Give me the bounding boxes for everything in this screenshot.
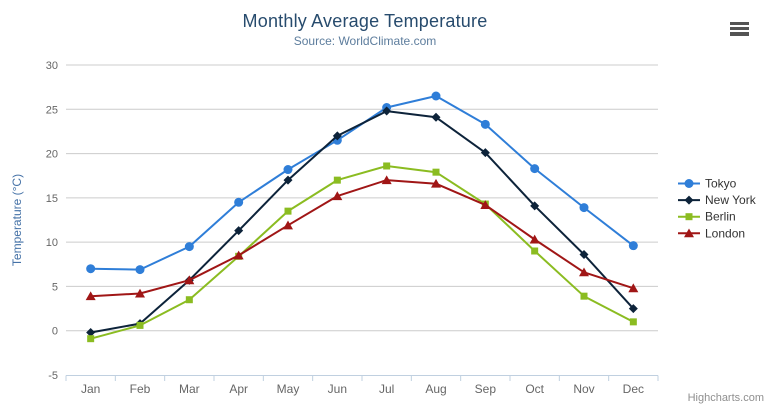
x-axis-label-may: May <box>277 382 300 396</box>
credits-link[interactable]: Highcharts.com <box>687 392 764 404</box>
point-berlin-dec[interactable] <box>629 318 637 326</box>
legend-marker-square-icon <box>685 213 693 221</box>
series-line-new-york <box>89 110 635 334</box>
point-new-york-may[interactable] <box>283 175 293 185</box>
x-axis-label-jul: Jul <box>379 382 394 396</box>
point-london-sep[interactable] <box>480 200 491 209</box>
point-berlin-jun[interactable] <box>333 176 341 184</box>
point-london-feb[interactable] <box>135 288 145 298</box>
point-london-apr[interactable] <box>233 250 244 260</box>
point-tokyo-apr[interactable] <box>234 197 244 207</box>
point-berlin-may[interactable] <box>284 207 292 215</box>
point-london-jan[interactable] <box>85 291 96 301</box>
point-tokyo-aug[interactable] <box>431 91 441 101</box>
point-tokyo-sep[interactable] <box>480 119 490 129</box>
series-line-london <box>89 179 635 298</box>
legend-item-berlin[interactable]: Berlin <box>678 210 736 224</box>
x-axis-label-jan: Jan <box>81 382 100 396</box>
legend-label: Berlin <box>705 210 736 224</box>
point-new-york-jan[interactable] <box>86 327 96 337</box>
point-london-mar[interactable] <box>184 275 195 285</box>
point-new-york-dec[interactable] <box>628 304 638 314</box>
point-berlin-feb[interactable] <box>136 321 144 329</box>
point-new-york-jul[interactable] <box>382 106 392 116</box>
point-london-jun[interactable] <box>332 191 343 201</box>
x-axis-label-oct: Oct <box>525 382 544 396</box>
x-axis-label-dec: Dec <box>623 382 644 396</box>
point-london-may[interactable] <box>283 220 293 230</box>
y-axis-label-0: 0 <box>52 326 58 338</box>
context-menu-button[interactable] <box>728 19 752 38</box>
y-axis-label-10: 10 <box>46 237 58 249</box>
y-axis-label-15: 15 <box>46 193 58 205</box>
point-new-york-jun[interactable] <box>332 131 342 141</box>
legend-marker-triangle-icon <box>684 228 694 238</box>
x-axis-label-sep: Sep <box>475 382 497 396</box>
hamburger-icon <box>730 21 749 36</box>
point-tokyo-mar[interactable] <box>184 242 194 252</box>
point-berlin-mar[interactable] <box>185 296 193 304</box>
point-london-jul[interactable] <box>381 175 392 185</box>
point-new-york-nov[interactable] <box>579 250 589 260</box>
chart-title: Monthly Average Temperature <box>242 11 488 31</box>
legend-item-new-york[interactable]: New York <box>678 193 757 207</box>
series-tokyo <box>86 91 638 275</box>
x-axis-label-aug: Aug <box>425 382 446 396</box>
y-axis-label-25: 25 <box>46 104 58 116</box>
point-new-york-apr[interactable] <box>234 226 244 236</box>
series-line-tokyo <box>89 95 635 271</box>
legend-label: Tokyo <box>705 177 737 191</box>
chart-subtitle: Source: WorldClimate.com <box>293 34 437 48</box>
point-london-nov[interactable] <box>579 267 589 277</box>
series-new-york <box>86 106 638 337</box>
legend-marker-circle-icon <box>684 179 694 188</box>
y-axis-label-30: 30 <box>46 60 58 72</box>
point-london-oct[interactable] <box>529 234 540 244</box>
x-axis-label-feb: Feb <box>130 382 151 396</box>
legend-item-london[interactable]: London <box>678 226 745 240</box>
point-london-dec[interactable] <box>628 283 639 293</box>
point-berlin-jan[interactable] <box>87 335 95 343</box>
legend-label: New York <box>705 193 757 207</box>
x-axis-label-mar: Mar <box>179 382 200 396</box>
x-axis-label-apr: Apr <box>229 382 248 396</box>
legend-marker-diamond-icon <box>684 195 694 205</box>
series-line-berlin <box>89 165 635 340</box>
point-tokyo-feb[interactable] <box>135 265 145 275</box>
point-tokyo-nov[interactable] <box>579 203 589 213</box>
point-new-york-oct[interactable] <box>530 201 540 211</box>
point-tokyo-may[interactable] <box>283 165 293 175</box>
legend: Tokyo New York Berlin London <box>678 177 757 240</box>
point-berlin-nov[interactable] <box>580 292 588 300</box>
x-axis-label-nov: Nov <box>573 382 594 396</box>
point-new-york-aug[interactable] <box>431 112 441 122</box>
point-tokyo-oct[interactable] <box>530 164 540 174</box>
point-london-aug[interactable] <box>431 178 441 188</box>
legend-label: London <box>705 226 745 240</box>
point-berlin-jul[interactable] <box>383 162 391 170</box>
y-axis-label-5: 5 <box>52 281 58 293</box>
point-tokyo-jan[interactable] <box>86 264 96 274</box>
y-axis-label--5: -5 <box>48 370 58 382</box>
y-axis-label-20: 20 <box>46 149 58 161</box>
point-berlin-aug[interactable] <box>432 168 440 176</box>
y-axis-title: Temperature (°C) <box>10 174 24 266</box>
series-berlin <box>87 162 637 343</box>
series-london <box>85 175 639 301</box>
legend-item-tokyo[interactable]: Tokyo <box>678 177 737 191</box>
point-berlin-oct[interactable] <box>531 247 539 255</box>
point-new-york-sep[interactable] <box>480 148 490 158</box>
x-axis-label-jun: Jun <box>328 382 347 396</box>
point-tokyo-dec[interactable] <box>628 241 638 251</box>
